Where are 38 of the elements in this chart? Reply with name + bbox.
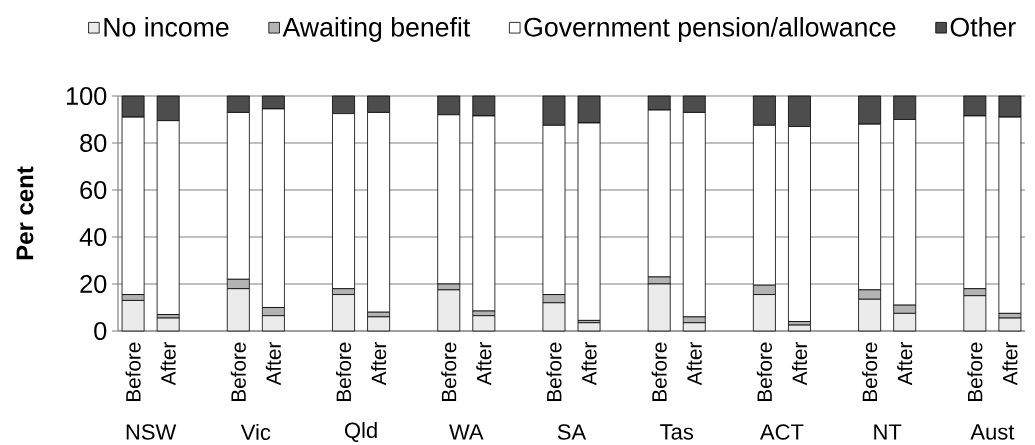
y-tick-label: 0 (94, 322, 107, 340)
x-tick-label: After (371, 342, 387, 386)
text: SA (557, 424, 587, 440)
legend-label: No income (104, 17, 229, 37)
text: ACT (759, 424, 804, 440)
x-tick-label: Before (441, 342, 457, 401)
text: Vic (240, 423, 271, 441)
x-tick-label: Before (335, 342, 352, 401)
x-tick-label: After (686, 342, 702, 386)
x-tick-label: Before (230, 342, 246, 401)
legend-label: Other (950, 17, 1016, 37)
text: Tas (660, 424, 694, 440)
text: NT (874, 424, 902, 440)
x-tick-label: After (160, 342, 176, 386)
x-tick-label: After (581, 342, 597, 386)
text: Qld (344, 421, 377, 443)
x-tick-label: Before (651, 342, 667, 401)
x-tick-label: Before (862, 342, 878, 401)
y-tick-label: 80 (80, 134, 107, 152)
x-tick-label: After (265, 342, 281, 386)
y-tick-label: 40 (79, 228, 107, 246)
x-tick-label: After (1002, 342, 1018, 386)
x-tick-label: Before (756, 342, 772, 401)
y-tick-label: 60 (80, 181, 107, 199)
y-tick-label: 100 (66, 87, 107, 105)
y-tick-label: 20 (80, 275, 107, 293)
text: WA (449, 424, 484, 440)
legend-label: Awaiting benefit (282, 17, 471, 42)
x-tick-label: Before (967, 342, 983, 401)
legend-label: Government pension/allowance (524, 17, 896, 42)
x-tick-label: After (897, 342, 913, 386)
x-tick-label: After (476, 342, 492, 386)
text: Aust (970, 424, 1015, 440)
y-axis-title: Per cent (16, 166, 34, 260)
text: NSW (126, 424, 177, 440)
x-tick-label: Before (546, 342, 562, 401)
x-tick-label: After (791, 342, 808, 386)
x-tick-label: Before (125, 342, 141, 401)
